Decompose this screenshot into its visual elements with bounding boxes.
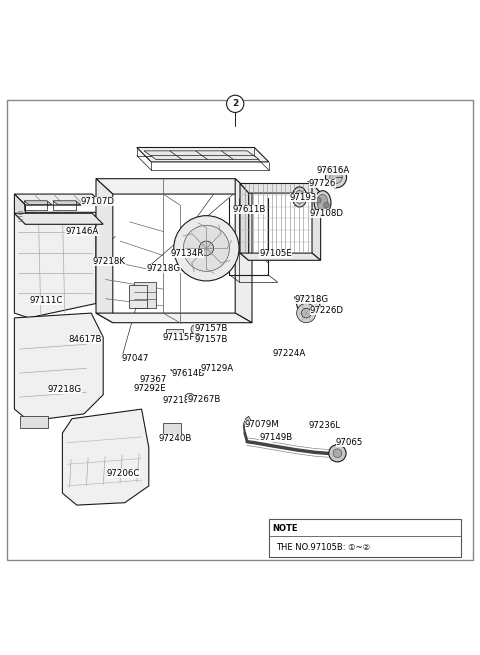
Text: 97218G: 97218G <box>295 295 329 304</box>
Polygon shape <box>312 183 321 260</box>
Text: 97224A: 97224A <box>272 349 305 358</box>
Circle shape <box>333 449 342 458</box>
Polygon shape <box>240 183 321 193</box>
Text: 97292E: 97292E <box>133 384 166 393</box>
Circle shape <box>199 241 214 255</box>
Text: 97146A: 97146A <box>65 227 98 236</box>
Polygon shape <box>137 147 269 162</box>
Text: 97614B: 97614B <box>172 369 205 378</box>
Polygon shape <box>96 179 252 194</box>
Text: 97115F: 97115F <box>162 333 194 342</box>
Polygon shape <box>20 417 48 428</box>
Polygon shape <box>144 151 259 160</box>
Polygon shape <box>166 329 183 339</box>
Circle shape <box>227 95 244 113</box>
Text: 97236L: 97236L <box>309 421 341 430</box>
Text: 97157B: 97157B <box>194 335 228 345</box>
Polygon shape <box>243 417 251 424</box>
Ellipse shape <box>317 195 328 211</box>
Circle shape <box>194 335 203 343</box>
Polygon shape <box>240 183 249 260</box>
Circle shape <box>191 325 201 334</box>
Circle shape <box>315 197 321 203</box>
Text: 97616A: 97616A <box>317 166 350 175</box>
Text: 97226D: 97226D <box>310 306 344 315</box>
Text: 97047: 97047 <box>121 354 149 364</box>
Text: 97611B: 97611B <box>233 205 266 214</box>
Text: 97134R: 97134R <box>171 249 204 257</box>
Text: THE NO.97105B: ①~②: THE NO.97105B: ①~② <box>276 543 370 552</box>
Polygon shape <box>235 179 252 323</box>
Circle shape <box>325 167 347 188</box>
Text: 97218K: 97218K <box>93 257 126 266</box>
Text: 97079M: 97079M <box>245 420 279 429</box>
Polygon shape <box>96 179 113 323</box>
Text: 97157B: 97157B <box>194 324 228 333</box>
Circle shape <box>324 202 329 208</box>
Circle shape <box>301 309 311 318</box>
Text: 97367: 97367 <box>139 375 167 384</box>
Text: 2: 2 <box>232 100 239 108</box>
Circle shape <box>174 215 239 281</box>
Bar <box>269 519 461 557</box>
Polygon shape <box>240 253 321 260</box>
Polygon shape <box>53 201 81 204</box>
Text: 97065: 97065 <box>336 438 363 447</box>
Polygon shape <box>14 194 103 205</box>
Bar <box>134 282 156 309</box>
Ellipse shape <box>314 191 331 215</box>
Circle shape <box>329 445 346 462</box>
Circle shape <box>297 303 316 323</box>
Text: 97206C: 97206C <box>107 469 140 478</box>
Text: 97218G: 97218G <box>48 385 82 394</box>
Circle shape <box>184 393 195 404</box>
Text: 97240B: 97240B <box>158 434 192 443</box>
Polygon shape <box>14 194 25 224</box>
Text: 97149B: 97149B <box>259 434 292 442</box>
Bar <box>163 422 181 434</box>
Text: 97218G: 97218G <box>146 264 180 273</box>
Polygon shape <box>295 297 321 309</box>
Ellipse shape <box>295 190 304 204</box>
Ellipse shape <box>292 187 307 207</box>
Polygon shape <box>96 313 252 323</box>
Polygon shape <box>170 369 186 377</box>
Text: NOTE: NOTE <box>273 523 298 533</box>
Text: 97267B: 97267B <box>187 396 221 405</box>
Text: 97107D: 97107D <box>81 197 115 206</box>
Polygon shape <box>24 201 52 204</box>
Polygon shape <box>14 212 96 318</box>
Circle shape <box>330 171 342 183</box>
Circle shape <box>143 379 155 391</box>
Text: 97193: 97193 <box>290 193 317 202</box>
Text: 97108D: 97108D <box>310 209 344 217</box>
Text: 97726: 97726 <box>309 179 336 188</box>
Text: 97105E: 97105E <box>259 249 292 258</box>
Text: 97129A: 97129A <box>201 364 234 373</box>
Text: 84617B: 84617B <box>69 335 102 343</box>
Text: 97111C: 97111C <box>30 296 63 305</box>
Polygon shape <box>62 409 149 505</box>
Circle shape <box>183 225 229 271</box>
Bar <box>129 286 147 309</box>
Polygon shape <box>14 214 103 224</box>
Polygon shape <box>14 313 103 421</box>
Text: 97218G: 97218G <box>162 396 196 405</box>
